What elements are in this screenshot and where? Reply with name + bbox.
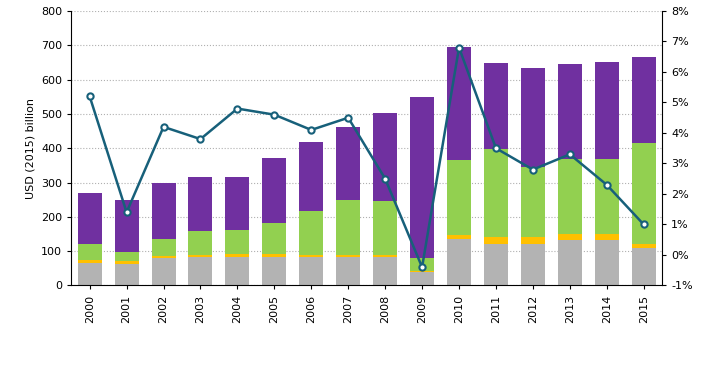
Bar (152, 258, 176, 285)
Bar (78, 261, 102, 263)
Annual electricity demand growth (right axis) (602, 183, 611, 187)
Bar (336, 255, 360, 257)
Bar (189, 257, 212, 285)
Bar (226, 178, 249, 229)
Bar (557, 159, 582, 234)
Bar (299, 212, 323, 255)
Bar (632, 249, 656, 285)
Bar (78, 263, 102, 285)
Annual electricity demand growth (right axis) (122, 210, 131, 214)
Bar (373, 201, 397, 255)
Bar (336, 127, 360, 200)
Bar (115, 261, 139, 264)
Bar (152, 239, 176, 256)
Bar (521, 238, 545, 244)
Annual electricity demand growth (right axis) (344, 116, 352, 120)
Bar (262, 223, 286, 254)
Bar (447, 239, 471, 285)
Bar (262, 158, 286, 223)
Bar (262, 257, 286, 285)
Bar (115, 200, 139, 252)
Bar (484, 238, 508, 244)
Line: Annual electricity demand growth (right axis): Annual electricity demand growth (right … (87, 44, 646, 270)
Bar (336, 257, 360, 285)
Annual electricity demand growth (right axis) (455, 45, 464, 50)
Bar (410, 272, 434, 285)
Annual electricity demand growth (right axis) (233, 107, 241, 111)
Annual electricity demand growth (right axis) (307, 128, 315, 132)
Bar (447, 47, 471, 160)
Bar (115, 252, 139, 261)
Bar (189, 255, 212, 257)
Bar (447, 235, 471, 239)
Bar (595, 234, 619, 240)
Annual electricity demand growth (right axis) (197, 137, 205, 141)
Bar (152, 256, 176, 258)
Annual electricity demand growth (right axis) (381, 176, 389, 181)
Bar (299, 257, 323, 285)
Bar (557, 240, 582, 285)
Bar (336, 200, 360, 255)
Bar (373, 255, 397, 257)
Bar (557, 234, 582, 240)
Annual electricity demand growth (right axis) (639, 222, 648, 227)
Bar (484, 244, 508, 285)
Bar (484, 63, 508, 149)
Bar (226, 254, 249, 257)
Bar (632, 57, 656, 143)
Bar (595, 159, 619, 234)
Bar (373, 257, 397, 285)
Bar (557, 64, 582, 159)
Bar (299, 255, 323, 257)
Bar (115, 264, 139, 285)
Bar (410, 97, 434, 258)
Bar (595, 62, 619, 159)
Bar (632, 244, 656, 249)
Bar (632, 143, 656, 244)
Bar (226, 257, 249, 285)
Annual electricity demand growth (right axis) (159, 125, 168, 129)
Bar (447, 160, 471, 235)
Annual electricity demand growth (right axis) (528, 167, 537, 172)
Bar (484, 149, 508, 238)
Bar (189, 231, 212, 255)
Bar (152, 183, 176, 239)
Bar (521, 68, 545, 167)
Bar (78, 193, 102, 244)
Bar (595, 240, 619, 285)
Annual electricity demand growth (right axis) (418, 265, 426, 269)
Bar (410, 258, 434, 271)
Annual electricity demand growth (right axis) (492, 146, 501, 150)
Bar (262, 254, 286, 257)
Y-axis label: USD (2015) billion: USD (2015) billion (26, 98, 36, 199)
Annual electricity demand growth (right axis) (565, 152, 574, 157)
Bar (373, 113, 397, 201)
Annual electricity demand growth (right axis) (270, 112, 278, 117)
Bar (299, 142, 323, 212)
Bar (410, 271, 434, 272)
Bar (189, 178, 212, 231)
Bar (226, 229, 249, 254)
Annual electricity demand growth (right axis) (85, 94, 94, 98)
Bar (521, 244, 545, 285)
Bar (521, 167, 545, 238)
Bar (78, 244, 102, 261)
